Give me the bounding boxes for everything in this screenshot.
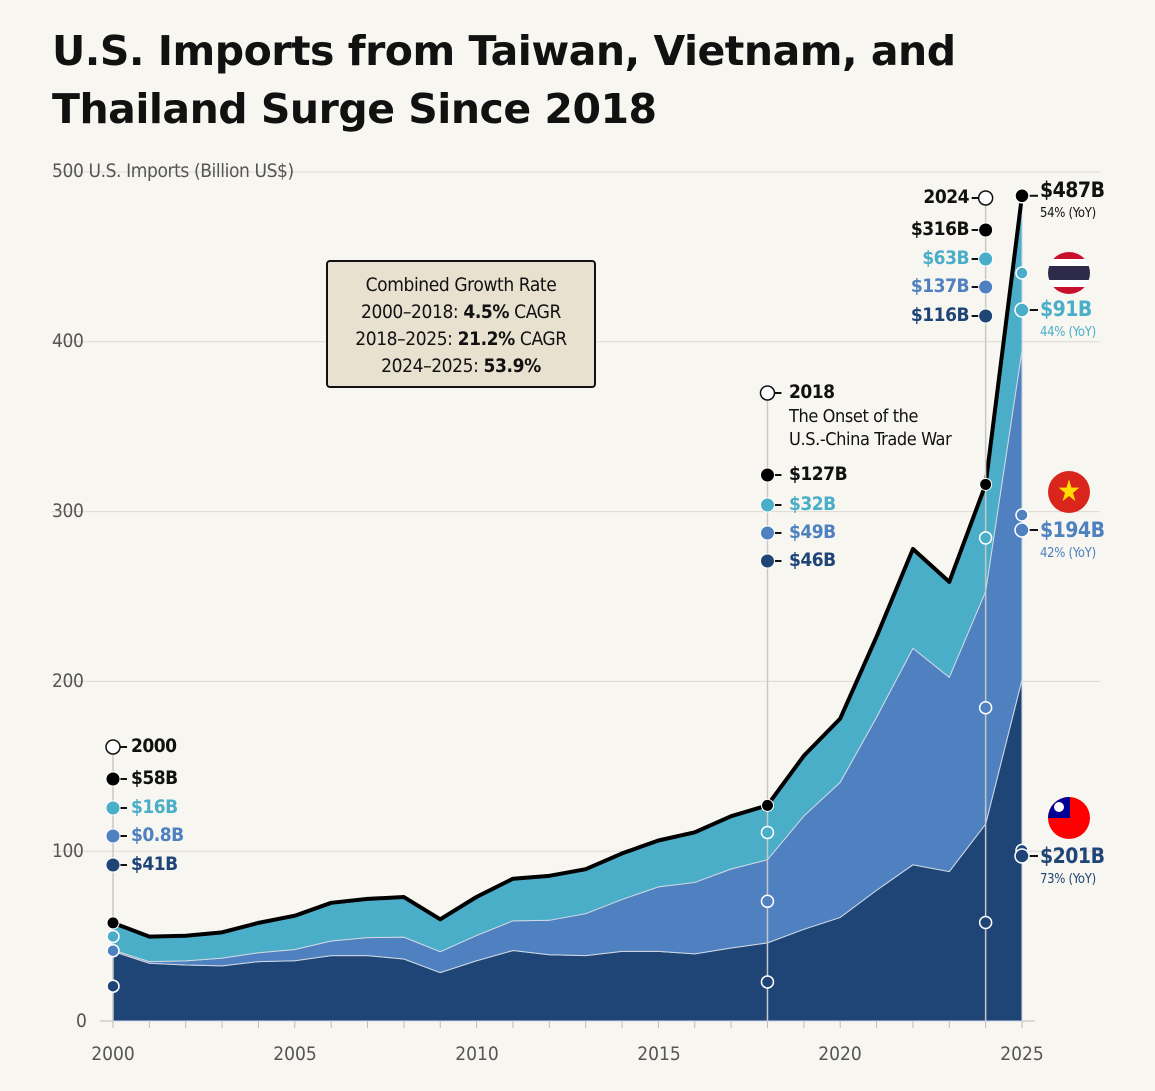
- growth-rate-box: Combined Growth Rate 2000–2018: 4.5% CAG…: [326, 260, 596, 388]
- legend-dot-2025: [1014, 522, 1030, 538]
- growth-row: 2024–2025: 53.9%: [381, 355, 541, 377]
- label-2018-note: U.S.-China Trade War: [789, 429, 952, 450]
- marker-thailand-2025: [1015, 266, 1029, 280]
- vietnam-flag-icon: ★: [1048, 471, 1090, 513]
- growth-row: 2000–2018: 4.5% CAGR: [361, 301, 561, 323]
- label-2025-thailand: $91B: [1040, 297, 1092, 321]
- thailand-flag-icon: [1048, 252, 1090, 294]
- total-line: [112, 195, 1024, 939]
- legend-dot-2018: [759, 553, 775, 569]
- legend-dot-2018: [759, 497, 775, 513]
- label-2000-total: $58B: [131, 767, 178, 789]
- y-tick-label: 500: [52, 160, 84, 182]
- legend-dot-2000: [105, 771, 121, 787]
- marker-total-2000: [106, 916, 120, 930]
- marker-thailand-2024: [978, 531, 993, 545]
- growth-heading: Combined Growth Rate: [365, 274, 557, 296]
- label-2025-thailand-yoy: 44% (YoY): [1040, 325, 1096, 340]
- label-2000-vietnam: $0.8B: [131, 824, 184, 846]
- x-tick-label: 2025: [1000, 1043, 1044, 1065]
- label-2025-taiwan-yoy: 73% (YoY): [1040, 872, 1096, 887]
- legend-dot-2000: [105, 800, 121, 816]
- marker-taiwan-2024: [978, 915, 993, 930]
- label-2018-total: $127B: [789, 463, 848, 485]
- label-2018-taiwan: $46B: [789, 549, 836, 571]
- marker-vietnam-2024: [978, 700, 993, 715]
- marker-taiwan-2018: [760, 975, 775, 989]
- x-tick-label: 2015: [637, 1043, 681, 1065]
- marker-total-2018: [760, 798, 774, 812]
- y-tick-label: 0: [76, 1010, 87, 1032]
- legend-dot-2018: [759, 525, 775, 541]
- legend-dot-2000: [105, 857, 121, 873]
- label-2025-total: $487B: [1040, 178, 1105, 202]
- legend-dot-2018: [759, 467, 775, 483]
- x-tick-label: 2000: [91, 1043, 135, 1065]
- x-tick-label: 2020: [818, 1043, 862, 1065]
- marker-thailand-2018: [760, 825, 775, 840]
- label-2024-year: 2024: [923, 186, 969, 208]
- label-2018-note: The Onset of the: [789, 406, 919, 427]
- label-2025-vietnam: $194B: [1040, 518, 1105, 542]
- label-2018-year: 2018: [789, 381, 835, 403]
- legend-dot-2024: [977, 190, 994, 206]
- label-2024-thailand: $63B: [922, 247, 969, 269]
- label-2000-thailand: $16B: [131, 796, 178, 818]
- legend-dot-2024: [978, 251, 994, 267]
- growth-row: 2018–2025: 21.2% CAGR: [355, 328, 567, 350]
- label-2025-taiwan: $201B: [1040, 844, 1105, 868]
- label-2025-vietnam-yoy: 42% (YoY): [1040, 546, 1096, 561]
- marker-vietnam-2018: [760, 894, 775, 909]
- marker-vietnam-2000: [106, 943, 120, 958]
- y-tick-label: 100: [52, 840, 84, 862]
- legend-dot-2025: [1014, 188, 1030, 204]
- label-2000-taiwan: $41B: [131, 853, 178, 875]
- y-tick-label: 300: [52, 500, 84, 522]
- legend-dot-2024: [978, 308, 994, 324]
- label-2024-taiwan: $116B: [910, 304, 970, 326]
- legend-dot-2025: [1014, 302, 1030, 318]
- marker-taiwan-2000: [106, 979, 120, 993]
- legend-dot-2018: [759, 385, 776, 401]
- label-2018-vietnam: $49B: [789, 521, 836, 543]
- y-tick-label: 400: [52, 330, 84, 352]
- y-axis-title: 500 U.S. Imports (Billion US$): [52, 160, 294, 182]
- legend-dot-2024: [978, 222, 994, 238]
- legend-dot-2000: [105, 739, 121, 755]
- legend-dot-2024: [978, 279, 994, 295]
- label-2024-vietnam: $137B: [910, 275, 970, 297]
- legend-dot-2000: [105, 828, 121, 844]
- label-2018-thailand: $32B: [789, 493, 836, 515]
- marker-total-2024: [979, 477, 993, 491]
- taiwan-flag-icon: [1048, 797, 1090, 839]
- x-tick-label: 2005: [273, 1043, 317, 1065]
- marker-vietnam-2025: [1015, 508, 1029, 522]
- legend-dot-2025: [1014, 848, 1030, 864]
- label-2000-year: 2000: [131, 735, 177, 757]
- marker-thailand-2000: [106, 929, 120, 944]
- label-2024-total: $316B: [910, 218, 970, 240]
- label-2025-total-yoy: 54% (YoY): [1040, 206, 1096, 221]
- y-tick-label: 200: [52, 670, 84, 692]
- chart-title: U.S. Imports from Taiwan, Vietnam, and T…: [52, 27, 956, 133]
- y-axis-label: U.S. Imports (Billion US$): [88, 160, 294, 182]
- x-tick-label: 2010: [455, 1043, 499, 1065]
